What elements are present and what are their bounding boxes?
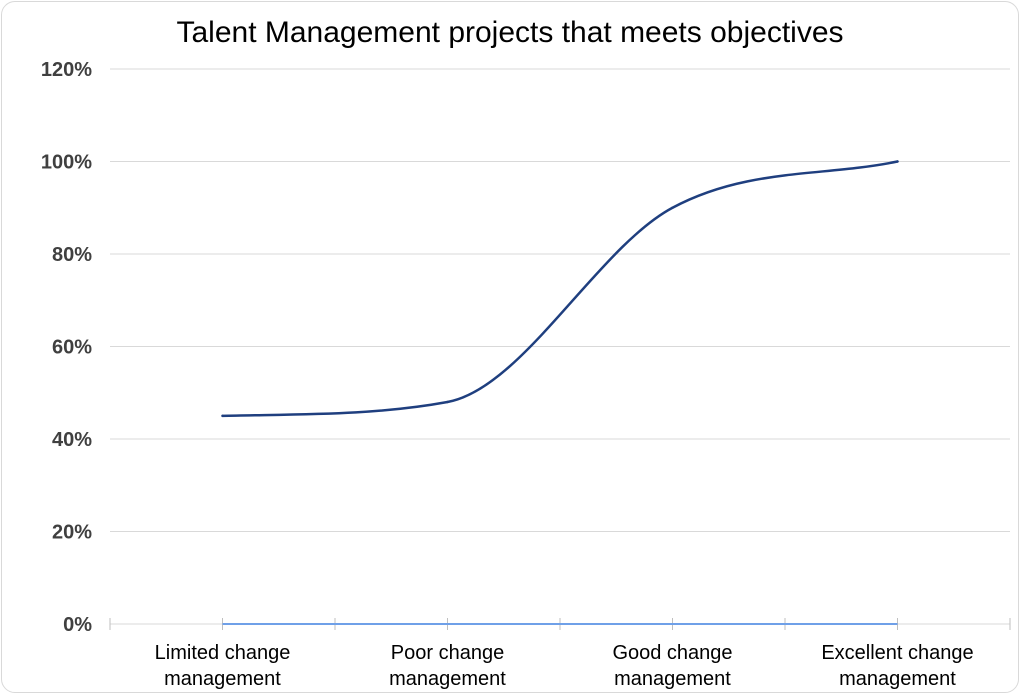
x-tick-label-line: Limited change [155, 642, 291, 664]
y-tick-label: 120% [41, 59, 92, 81]
y-axis-ticks: 0% 20% 40% 60% 80% 100% 120% [41, 59, 92, 636]
y-tick-label: 60% [52, 337, 92, 359]
series-layer [221, 160, 899, 625]
x-tick-label-line: management [164, 668, 281, 690]
x-axis: Limited change management Poor change manag… [109, 618, 1011, 690]
x-tick-label-line: Good change [612, 642, 732, 664]
x-tick-label: Good change management [612, 642, 732, 690]
x-tick-label-line: Poor change [391, 642, 504, 664]
series-line [221, 160, 899, 418]
y-tick-label: 20% [52, 522, 92, 544]
gridlines [110, 68, 1010, 532]
data-point [446, 400, 449, 404]
data-point [671, 206, 674, 209]
x-tick-label-line: management [389, 668, 506, 690]
x-tick-label-line: Excellent change [821, 642, 973, 664]
x-tick-label-line: management [614, 668, 731, 690]
y-tick-label: 0% [63, 614, 92, 636]
x-tick-label: Excellent change management [821, 642, 973, 690]
x-tick-label: Poor change management [389, 642, 506, 690]
x-tick-label: Limited change management [155, 642, 291, 690]
x-tick-label-line: management [839, 668, 956, 690]
y-tick-label: 40% [52, 429, 92, 451]
y-tick-label: 80% [52, 244, 92, 266]
data-point [896, 160, 899, 163]
chart-title: Talent Management projects that meets ob… [176, 16, 843, 49]
y-tick-label: 100% [41, 152, 92, 174]
data-point [221, 414, 224, 418]
